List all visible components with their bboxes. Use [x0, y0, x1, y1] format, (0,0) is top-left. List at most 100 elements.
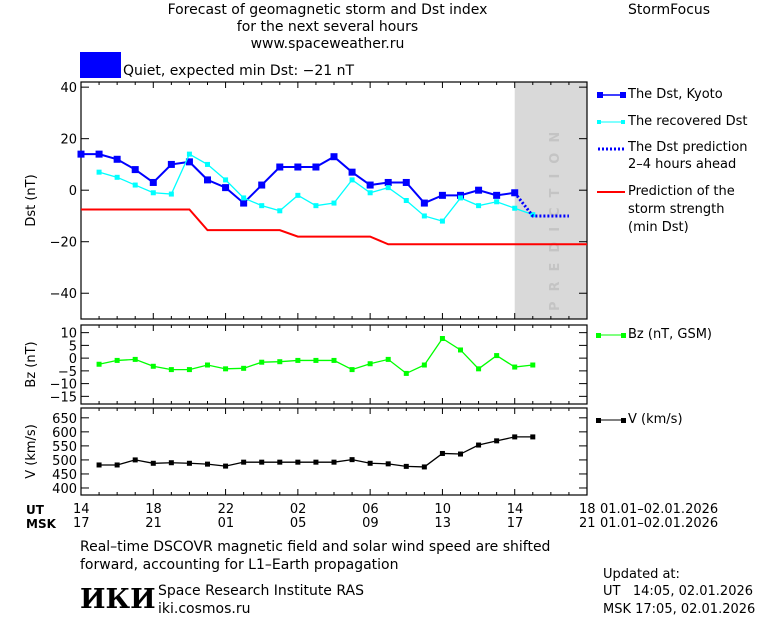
updated-label: Updated at:	[603, 567, 680, 582]
data-point	[204, 176, 211, 184]
data-point	[168, 191, 174, 197]
y-tick-label: −5	[58, 365, 77, 380]
legend-prediction-line-1: The Dst prediction	[628, 140, 748, 155]
data-point	[475, 186, 483, 194]
data-point	[313, 203, 319, 209]
iki-logo: ИКИ	[80, 584, 156, 615]
ut-tick-label: 14	[73, 502, 90, 517]
y-axis-label: Dst (nT)	[24, 174, 39, 226]
data-point	[96, 169, 102, 175]
data-point	[113, 155, 121, 163]
ut-tick-label: 22	[217, 502, 235, 517]
legend-recovered: The recovered Dst	[628, 114, 748, 129]
data-point	[420, 199, 428, 207]
legend-bz-marker	[596, 333, 601, 338]
data-point	[439, 450, 445, 456]
data-point	[277, 359, 283, 365]
legend-recovered-marker	[597, 120, 601, 124]
y-tick-label: −15	[50, 390, 77, 405]
series-line-0-2	[513, 191, 569, 218]
y-tick-label: −10	[50, 378, 77, 393]
data-point	[185, 158, 193, 166]
data-point	[421, 213, 427, 219]
data-point	[313, 459, 319, 465]
data-point	[349, 177, 355, 183]
plot-frame-0	[80, 81, 588, 320]
data-point	[367, 190, 373, 196]
footer-note-line-1: Real–time DSCOVR magnetic field and sola…	[80, 539, 551, 555]
legend-bz: Bz (nT, GSM)	[628, 327, 713, 342]
brand-name: StormFocus	[628, 2, 711, 18]
data-point	[77, 150, 85, 158]
data-point	[313, 357, 319, 363]
data-point	[150, 363, 156, 369]
data-point	[150, 190, 156, 196]
data-point	[186, 367, 192, 373]
prediction-label: PREDICTION	[548, 122, 563, 311]
data-point	[403, 370, 409, 376]
data-point	[530, 362, 536, 368]
data-point	[367, 460, 373, 466]
legend-bz-marker	[621, 333, 626, 338]
legend-storm-line-1: Prediction of the	[628, 184, 735, 199]
data-point	[186, 460, 192, 466]
data-point	[131, 166, 139, 174]
data-point	[96, 462, 102, 468]
status-color-swatch	[80, 52, 121, 78]
data-point	[349, 367, 355, 373]
data-point	[240, 199, 248, 207]
data-point	[312, 163, 320, 171]
data-point	[132, 356, 138, 362]
data-point	[258, 181, 266, 189]
data-point	[168, 367, 174, 373]
legend-prediction-line-2: 2–4 hours ahead	[628, 157, 737, 172]
data-point	[457, 191, 464, 199]
legend-v-marker	[596, 418, 601, 423]
data-point	[277, 208, 283, 214]
y-tick-label: −20	[50, 236, 77, 251]
ut-tick-label: 10	[434, 502, 451, 517]
data-point	[458, 451, 463, 457]
data-point	[241, 195, 247, 201]
data-point	[494, 199, 500, 205]
data-point	[385, 185, 391, 191]
data-point	[95, 150, 103, 158]
ut-tick-label: 06	[362, 502, 379, 517]
data-point	[150, 460, 156, 466]
data-point	[205, 461, 210, 467]
y-tick-label: 500	[52, 454, 77, 469]
data-point	[241, 459, 247, 465]
msk-date-range: 01.01–02.01.2026	[600, 516, 719, 531]
data-point	[349, 457, 355, 463]
series-line-0-3	[81, 208, 587, 246]
data-point	[276, 163, 284, 171]
data-point	[438, 191, 446, 199]
data-point	[494, 438, 500, 444]
data-point	[476, 366, 482, 372]
msk-tick-label: 17	[73, 516, 90, 531]
data-point	[295, 192, 301, 198]
data-point	[294, 163, 302, 171]
legend-kyoto-marker	[620, 92, 626, 98]
msk-tick-label: 21	[145, 516, 162, 531]
ut-label: UT	[26, 503, 44, 517]
data-point	[494, 353, 500, 359]
data-point	[205, 362, 210, 368]
data-point	[222, 184, 230, 192]
data-point	[114, 357, 120, 363]
data-point	[223, 463, 229, 469]
data-point	[205, 161, 210, 167]
institute-name: Space Research Institute RAS	[158, 583, 364, 599]
legend-v: V (km/s)	[628, 412, 683, 427]
data-point	[512, 364, 518, 370]
data-point	[96, 361, 102, 367]
data-point	[458, 347, 463, 353]
data-point	[367, 361, 373, 367]
data-point	[223, 177, 229, 183]
y-tick-label: 10	[60, 327, 77, 342]
legend-storm-line-2: storm strength	[628, 202, 725, 217]
data-point	[493, 191, 501, 199]
data-point	[223, 366, 229, 372]
msk-tick-label: 05	[289, 516, 307, 531]
data-point	[331, 357, 337, 363]
